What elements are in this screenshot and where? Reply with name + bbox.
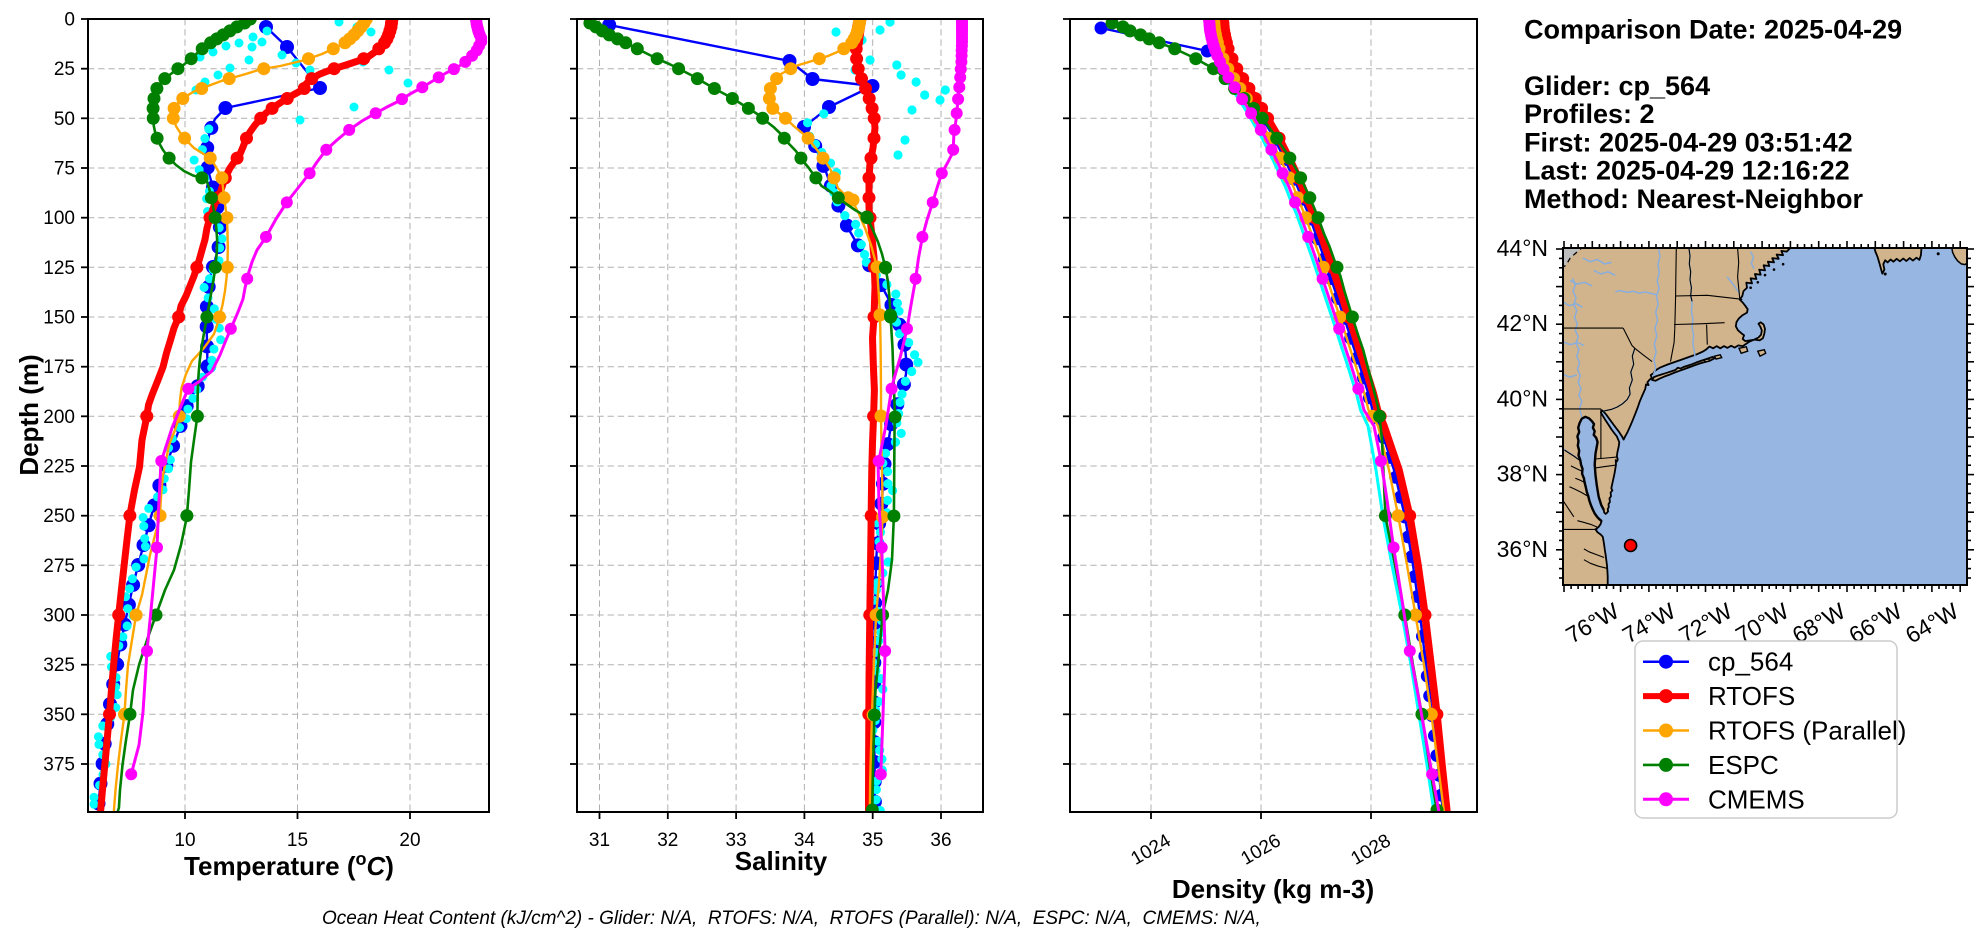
svg-text:25: 25 <box>54 59 75 80</box>
svg-text:125: 125 <box>43 258 75 279</box>
svg-text:CMEMS: CMEMS <box>1708 784 1805 814</box>
svg-text:Last: 2025-04-29 12:16:22: Last: 2025-04-29 12:16:22 <box>1524 156 1850 186</box>
svg-text:44°N: 44°N <box>1497 235 1548 261</box>
svg-text:36: 36 <box>930 830 951 851</box>
svg-text:33: 33 <box>726 830 747 851</box>
svg-text:First: 2025-04-29 03:51:42: First: 2025-04-29 03:51:42 <box>1524 127 1853 157</box>
svg-text:32: 32 <box>657 830 678 851</box>
svg-text:250: 250 <box>43 506 75 527</box>
svg-text:225: 225 <box>43 457 75 478</box>
svg-text:0: 0 <box>64 10 75 31</box>
svg-text:Comparison Date: 2025-04-29: Comparison Date: 2025-04-29 <box>1524 15 1902 45</box>
svg-text:Depth (m): Depth (m) <box>14 354 44 475</box>
svg-text:Ocean Heat Content (kJ/cm^2) -: Ocean Heat Content (kJ/cm^2) - Glider: N… <box>322 908 1261 929</box>
svg-text:ESPC: ESPC <box>1708 750 1779 780</box>
svg-text:RTOFS (Parallel): RTOFS (Parallel) <box>1708 716 1906 746</box>
svg-text:200: 200 <box>43 407 75 428</box>
svg-text:100: 100 <box>43 208 75 229</box>
svg-text:Method: Nearest-Neighbor: Method: Nearest-Neighbor <box>1524 184 1864 214</box>
svg-text:75: 75 <box>54 159 75 180</box>
svg-text:Profiles: 2: Profiles: 2 <box>1524 99 1655 129</box>
svg-text:325: 325 <box>43 655 75 676</box>
svg-text:10: 10 <box>174 830 195 851</box>
svg-text:300: 300 <box>43 606 75 627</box>
svg-text:375: 375 <box>43 755 75 776</box>
svg-text:42°N: 42°N <box>1497 310 1548 336</box>
svg-text:Salinity: Salinity <box>735 846 828 876</box>
svg-text:36°N: 36°N <box>1497 536 1548 562</box>
svg-text:Glider: cp_564: Glider: cp_564 <box>1524 71 1710 101</box>
svg-text:275: 275 <box>43 556 75 577</box>
svg-text:31: 31 <box>589 830 610 851</box>
svg-text:50: 50 <box>54 109 75 130</box>
svg-text:Density (kg m-3): Density (kg m-3) <box>1172 874 1374 904</box>
svg-text:35: 35 <box>862 830 883 851</box>
svg-text:RTOFS: RTOFS <box>1708 681 1795 711</box>
svg-text:350: 350 <box>43 705 75 726</box>
svg-text:34: 34 <box>794 830 816 851</box>
svg-text:38°N: 38°N <box>1497 461 1548 487</box>
svg-text:40°N: 40°N <box>1497 385 1548 411</box>
svg-text:150: 150 <box>43 308 75 329</box>
svg-text:20: 20 <box>399 830 420 851</box>
svg-text:15: 15 <box>287 830 308 851</box>
svg-text:cp_564: cp_564 <box>1708 647 1793 677</box>
svg-text:175: 175 <box>43 357 75 378</box>
